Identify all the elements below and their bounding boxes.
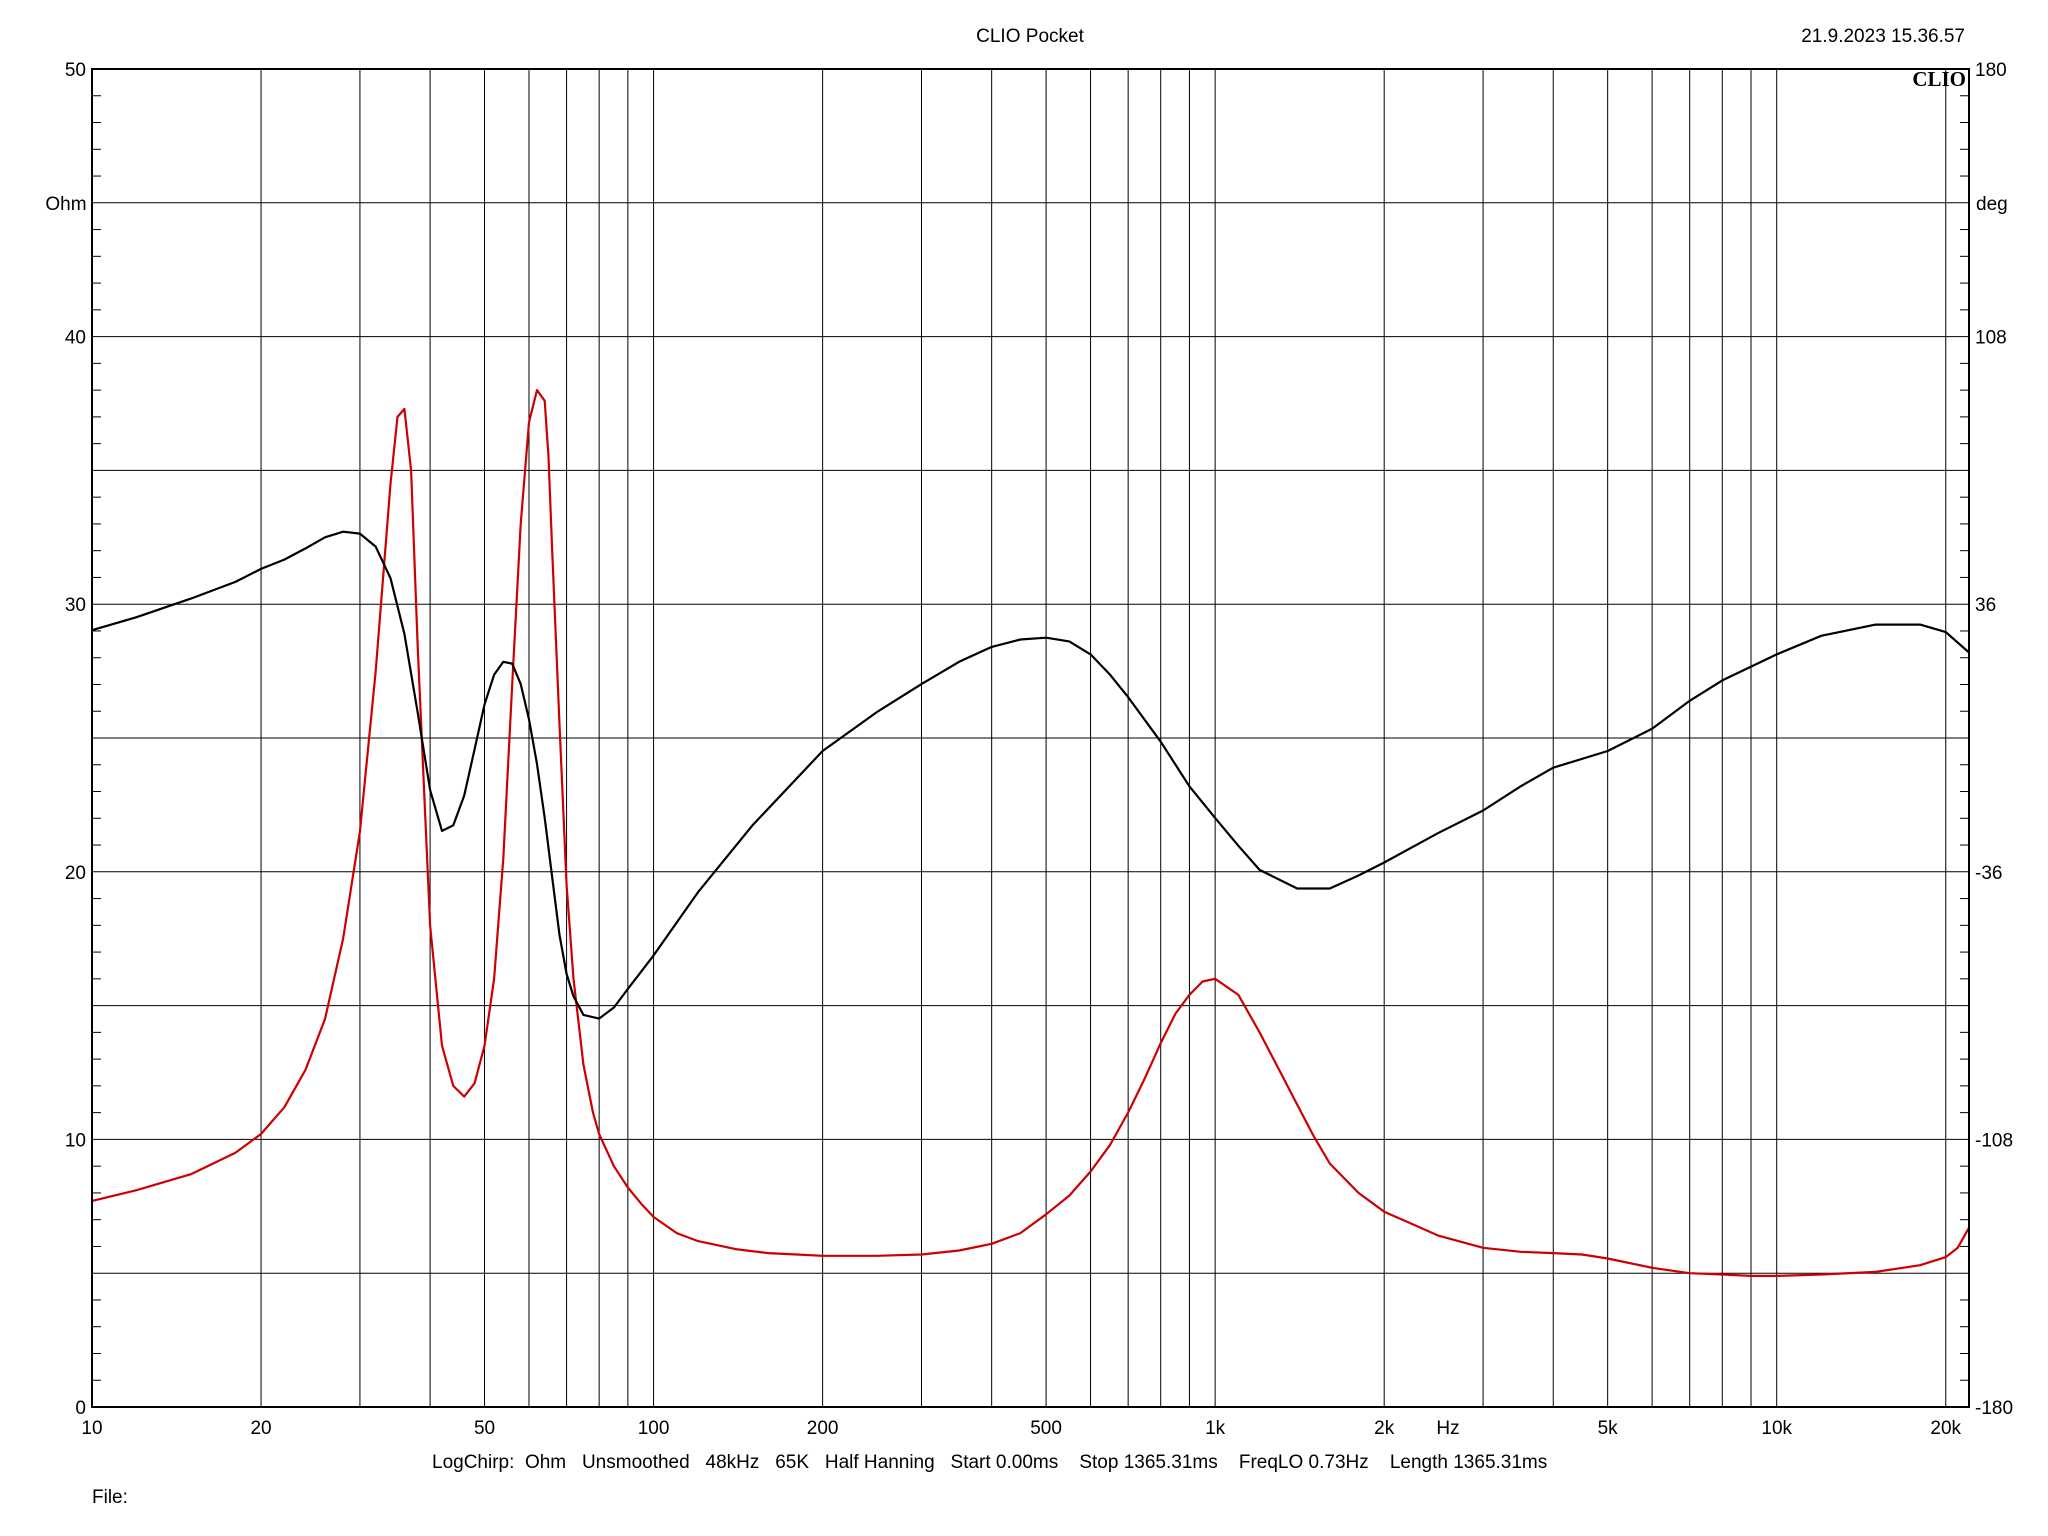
x-axis-unit-label: Hz [1436, 1418, 1459, 1439]
y-left-tick-label: 20 [65, 863, 86, 884]
measurement-parameters: LogChirp: Ohm Unsmoothed 48kHz 65K Half … [432, 1452, 1547, 1473]
x-tick-label: 50 [474, 1418, 495, 1439]
x-tick-label: 500 [1030, 1418, 1062, 1439]
y-left-tick-label: 40 [65, 328, 86, 349]
chart-title: CLIO Pocket [976, 26, 1084, 47]
impedance-curve [91, 389, 1970, 1277]
x-tick-label: 1k [1205, 1418, 1226, 1439]
plot-frame [91, 68, 1970, 1408]
tick-labels: 10 20 50 100 200 500 1k 2k 5k 10k 20k01020304050-1… [65, 60, 2013, 1439]
x-tick-label: 200 [807, 1418, 839, 1439]
y-right-axis-label: deg [1976, 194, 2008, 215]
clio-logo: CLIO [1912, 67, 1966, 91]
x-tick-label: 100 [638, 1418, 670, 1439]
x-tick-label: 20 [250, 1418, 271, 1439]
y-right-tick-label: -36 [1975, 863, 2002, 884]
y-right-tick-label: 36 [1975, 595, 1996, 616]
y-left-tick-label: 50 [65, 60, 86, 81]
measurement-datetime: 21.9.2023 15.36.57 [1801, 26, 1965, 47]
y-right-tick-label: 108 [1975, 328, 2007, 349]
data-curves [91, 389, 1970, 1277]
y-left-tick-label: 10 [65, 1130, 86, 1151]
y-right-tick-label: -180 [1975, 1398, 2013, 1419]
x-tick-label: 20k [1930, 1418, 1961, 1439]
y-left-axis-label: Ohm [45, 194, 86, 215]
y-left-tick-label: 30 [65, 595, 86, 616]
phase-curve [91, 530, 1970, 1020]
x-tick-label: 10k [1761, 1418, 1792, 1439]
x-tick-label: 10 [81, 1418, 102, 1439]
y-left-tick-label: 0 [75, 1398, 86, 1419]
file-label: File: [92, 1487, 128, 1508]
y-right-tick-label: -108 [1975, 1130, 2013, 1151]
y-right-tick-label: 180 [1975, 60, 2007, 81]
x-tick-label: 2k [1374, 1418, 1395, 1439]
x-tick-label: 5k [1598, 1418, 1619, 1439]
grid-lines [92, 69, 1969, 1407]
